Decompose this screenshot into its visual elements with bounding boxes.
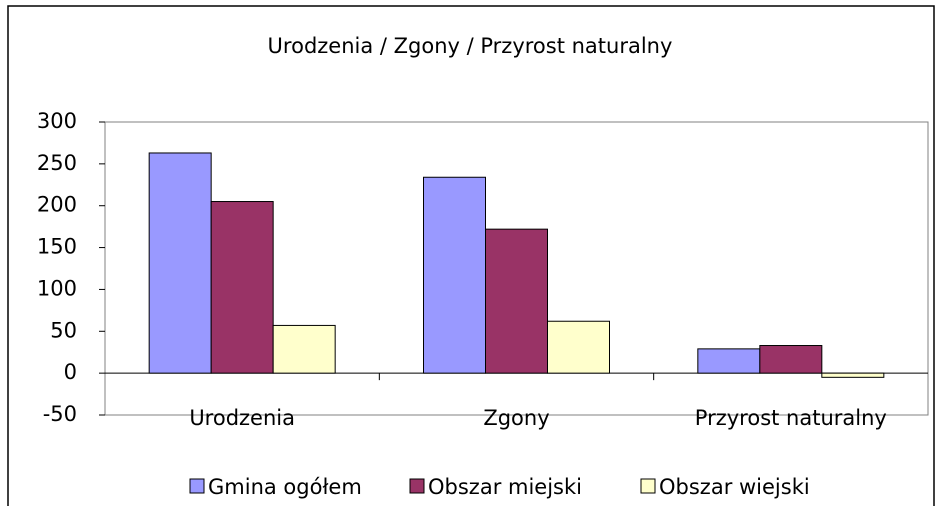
legend-swatch [640, 478, 656, 494]
bar [485, 228, 548, 374]
y-tick-label: 0 [64, 360, 77, 384]
legend-label: Obszar miejski [428, 475, 582, 499]
bar [423, 176, 486, 374]
y-tick-label: 150 [37, 235, 77, 259]
y-tick-label: 300 [37, 109, 77, 133]
legend-swatch [409, 478, 425, 494]
legend-swatch [189, 478, 205, 494]
y-tick-label: 250 [37, 151, 77, 175]
bar [210, 201, 274, 374]
bar [759, 345, 823, 374]
bar [148, 152, 212, 374]
bar [697, 348, 761, 374]
chart-title: Urodzenia / Zgony / Przyrost naturalny [268, 34, 673, 58]
x-tick-label: Zgony [483, 406, 549, 430]
y-tick-label: 200 [37, 193, 77, 217]
legend-label: Obszar wiejski [659, 475, 810, 499]
y-tick-label: 100 [37, 276, 77, 300]
y-tick-label: 50 [50, 318, 77, 342]
legend-label: Gmina ogółem [208, 475, 362, 499]
x-tick-label: Przyrost naturalny [695, 406, 887, 430]
bar [272, 324, 336, 374]
x-tick-label: Urodzenia [189, 406, 295, 430]
bar [547, 320, 610, 374]
y-tick-label: -50 [43, 402, 77, 426]
bar [821, 372, 885, 378]
chart-frame [7, 5, 935, 506]
